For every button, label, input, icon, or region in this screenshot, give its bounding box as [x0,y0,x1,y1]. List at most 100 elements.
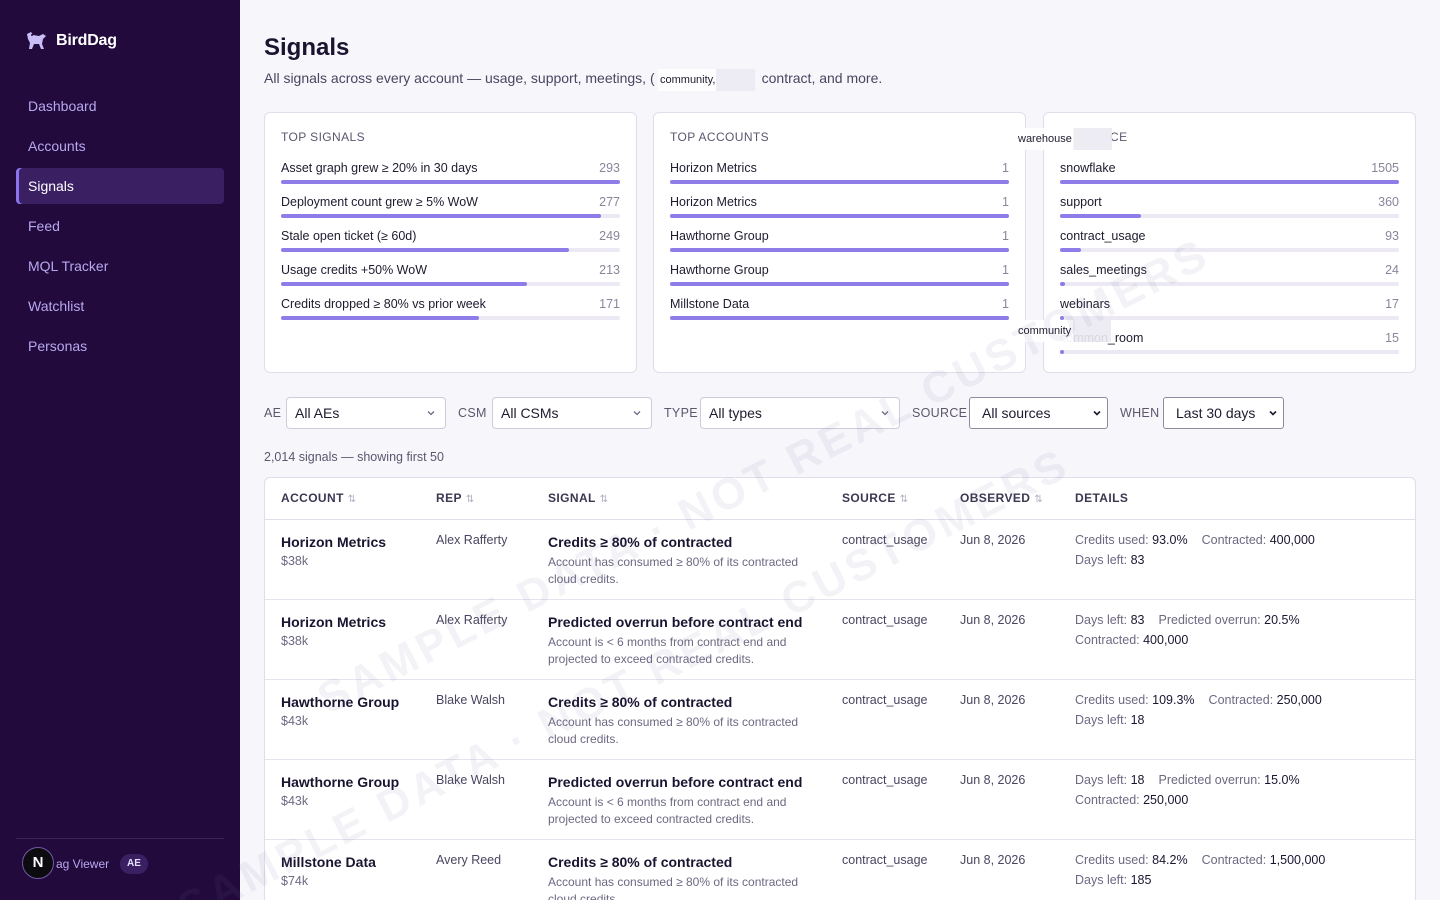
bar-label: Hawthorne Group [670,263,769,277]
ae-filter-select[interactable]: All AEs [286,397,446,429]
account-name[interactable]: Horizon Metrics [281,614,387,630]
community-tag: community [1016,320,1112,342]
bar-label: Asset graph grew ≥ 20% in 30 days [281,161,478,175]
bar-row[interactable]: contract_usage 93 [1060,229,1399,263]
table-row[interactable]: Horizon Metrics $38k Alex Rafferty Predicte… [265,600,1415,680]
top-signals-panel: TOP SIGNALS Asset graph grew ≥ 20% in 30… [264,112,637,373]
sidebar-item-signals[interactable]: Signals [16,168,224,204]
bar-row[interactable]: Usage credits +50% WoW 213 [281,263,620,297]
bar-row[interactable]: snowflake 1505 [1060,161,1399,195]
bar-track [1060,248,1399,252]
account-cell: Hawthorne Group $43k [281,774,399,808]
table-row[interactable]: Millstone Data $74k Avery Reed Credits ≥ 80… [265,840,1415,900]
column-header-source[interactable]: SOURCE ⇅ [842,491,909,505]
type-filter-select[interactable]: All types [700,397,900,429]
avatar[interactable]: N [22,847,54,879]
account-arr: $43k [281,714,309,728]
bar-track [670,316,1009,320]
bar-value: 360 [1378,195,1399,209]
table-header: ACCOUNT ⇅ REP ⇅ SIGNAL ⇅ SOURCE ⇅ OBSERVED ⇅ … [265,478,1415,520]
detail-key: Contracted: [1075,633,1140,647]
user-menu[interactable]: N ag Viewer AE [16,838,224,900]
when-filter-value: Last 30 days [1176,405,1256,421]
detail-key: Predicted overrun: [1158,773,1261,787]
source-value: contract_usage [842,773,928,787]
bar-row[interactable]: sales_meetings 24 [1060,263,1399,297]
sidebar-item-watchlist[interactable]: Watchlist [28,298,85,314]
column-header-rep[interactable]: REP ⇅ [436,491,475,505]
detail-key: Days left: [1075,773,1128,787]
detail-value: 250,000 [1276,693,1322,707]
column-header-observed[interactable]: OBSERVED ⇅ [960,491,1043,505]
csm-filter-select[interactable]: All CSMs [492,397,652,429]
sidebar-item-dashboard[interactable]: Dashboard [28,98,97,114]
source-value: contract_usage [842,613,928,627]
column-header-label: REP [436,491,462,505]
detail-key: Credits used: [1075,693,1149,707]
csm-filter-label: CSM [458,406,487,420]
detail-key: Days left: [1075,873,1128,887]
signal-description: Account is < 6 months from contract end … [548,635,787,666]
sort-icon: ⇅ [465,494,475,505]
warehouse-tag: warehouse [1016,128,1112,150]
table-row[interactable]: Hawthorne Group $43k Blake Walsh Predicted … [265,760,1415,840]
observed-date: Jun 8, 2026 [960,773,1026,787]
detail-value: 20.5% [1264,613,1300,627]
bar-row[interactable]: webinars 17 [1060,297,1399,331]
account-cell: Horizon Metrics $38k [281,534,386,568]
account-name[interactable]: Hawthorne Group [281,774,400,790]
bar-fill [281,316,479,320]
rep-name: Avery Reed [436,853,502,867]
detail-value: 185 [1130,873,1152,887]
detail-key: Contracted: [1075,793,1140,807]
bar-row[interactable]: Asset graph grew ≥ 20% in 30 days 293 [281,161,620,195]
account-name[interactable]: Hawthorne Group [281,694,400,710]
sidebar-item-personas[interactable]: Personas [28,338,88,354]
observed-date: Jun 8, 2026 [960,533,1026,547]
bar-row[interactable]: Horizon Metrics 1 [670,195,1009,229]
bar-row[interactable]: Credits dropped ≥ 80% vs prior week 171 [281,297,620,331]
bar-label: snowflake [1060,161,1116,175]
bar-row[interactable]: Stale open ticket (≥ 60d) 249 [281,229,620,263]
signals-table: ACCOUNT ⇅ REP ⇅ SIGNAL ⇅ SOURCE ⇅ OBSERVED ⇅ … [264,477,1416,900]
top-accounts-panel: TOP ACCOUNTS Horizon Metrics 1 Horizon Met… [653,112,1026,373]
source-filter-select[interactable]: All sources [969,397,1108,429]
bar-value: 1505 [1371,161,1399,175]
signal-title: Credits ≥ 80% of contracted [548,534,733,550]
when-filter-select[interactable]: Last 30 days [1163,397,1284,429]
account-name[interactable]: Millstone Data [281,854,376,870]
bar-value: 15 [1385,331,1399,345]
table-row[interactable]: Hawthorne Group $43k Blake Walsh Credits ≥ … [265,680,1415,760]
subtitle-start: All signals across every account — usage… [264,70,655,86]
bar-value: 1 [1002,195,1009,209]
signal-description: Account is < 6 months from contract end … [548,795,787,826]
source-value: contract_usage [842,693,928,707]
sidebar-item-feed[interactable]: Feed [28,218,60,234]
rep-name: Blake Walsh [436,693,506,707]
column-header-account[interactable]: ACCOUNT ⇅ [281,491,357,505]
bar-row[interactable]: Millstone Data 1 [670,297,1009,331]
bar-label: Credits dropped ≥ 80% vs prior week [281,297,486,311]
ae-filter-value: All AEs [295,405,340,421]
details-cell: Days left: 83 Predicted overrun: 20.5% Con… [1075,610,1405,650]
bar-row[interactable]: Hawthorne Group 1 [670,263,1009,297]
account-cell: Millstone Data $74k [281,854,376,888]
bar-row[interactable]: Hawthorne Group 1 [670,229,1009,263]
details-cell: Credits used: 84.2% Contracted: 1,500,000… [1075,850,1405,890]
column-header-signal[interactable]: SIGNAL ⇅ [548,491,609,505]
bar-row[interactable]: Deployment count grew ≥ 5% WoW 277 [281,195,620,229]
details-cell: Credits used: 109.3% Contracted: 250,000 D… [1075,690,1405,730]
user-role-label: ag Viewer [56,857,110,871]
sort-icon: ⇅ [1034,494,1044,505]
sidebar-item-accounts[interactable]: Accounts [28,138,86,154]
bar-fill [1060,214,1142,218]
brand[interactable]: BirdDag [24,30,117,52]
table-row[interactable]: Horizon Metrics $38k Alex Rafferty Credits … [265,520,1415,600]
signal-title: Predicted overrun before contract end [548,774,803,790]
sidebar-item-mql-tracker[interactable]: MQL Tracker [28,258,109,274]
account-name[interactable]: Horizon Metrics [281,534,387,550]
bar-track [1060,316,1399,320]
bar-row[interactable]: support 360 [1060,195,1399,229]
bar-fill [670,316,1009,320]
bar-row[interactable]: Horizon Metrics 1 [670,161,1009,195]
